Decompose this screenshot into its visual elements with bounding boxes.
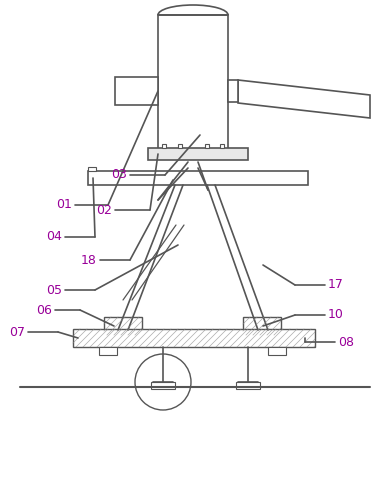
Text: 04: 04 xyxy=(46,231,62,244)
Text: 01: 01 xyxy=(56,198,72,211)
Bar xyxy=(220,144,224,148)
Bar xyxy=(88,171,308,185)
Bar xyxy=(88,167,96,171)
Text: 06: 06 xyxy=(36,303,52,316)
Text: 05: 05 xyxy=(46,284,62,297)
Text: 07: 07 xyxy=(9,326,25,339)
Bar xyxy=(243,317,281,335)
Text: 03: 03 xyxy=(111,168,127,182)
Bar xyxy=(228,80,238,102)
Bar xyxy=(73,329,315,347)
Polygon shape xyxy=(238,80,370,118)
Bar xyxy=(162,144,166,148)
Bar xyxy=(268,347,286,355)
Text: 18: 18 xyxy=(81,253,97,266)
Bar xyxy=(205,144,209,148)
Text: 10: 10 xyxy=(328,308,344,321)
Bar xyxy=(115,77,158,105)
Bar xyxy=(99,347,117,355)
Text: 08: 08 xyxy=(338,336,354,348)
Text: 17: 17 xyxy=(328,279,344,292)
Bar xyxy=(104,317,142,335)
Bar xyxy=(178,144,182,148)
Bar xyxy=(236,382,260,389)
Bar xyxy=(151,382,175,389)
Text: 02: 02 xyxy=(96,203,112,216)
Bar xyxy=(158,15,228,155)
Bar xyxy=(148,148,248,160)
